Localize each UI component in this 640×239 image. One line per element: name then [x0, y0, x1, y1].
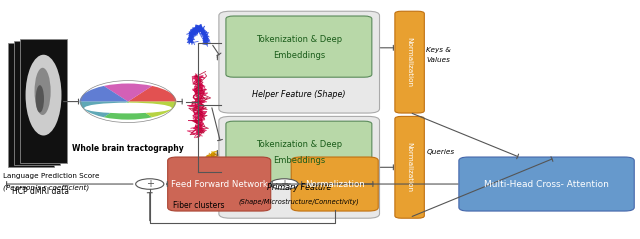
Wedge shape: [104, 83, 152, 102]
Ellipse shape: [35, 68, 51, 115]
Text: +: +: [146, 179, 154, 189]
Text: (Shape/Microstructure/Connectivity): (Shape/Microstructure/Connectivity): [239, 198, 360, 205]
Circle shape: [136, 179, 164, 189]
Circle shape: [270, 179, 298, 189]
Text: Multi-Head Cross- Attention: Multi-Head Cross- Attention: [484, 179, 609, 189]
Text: (Pearson’s r coefficient): (Pearson’s r coefficient): [3, 184, 90, 191]
Text: Normalization: Normalization: [406, 142, 413, 192]
Ellipse shape: [36, 85, 44, 113]
Text: Embeddings: Embeddings: [273, 51, 325, 60]
Text: Embeddings: Embeddings: [273, 156, 325, 165]
Text: Normalization: Normalization: [305, 179, 365, 189]
Wedge shape: [128, 86, 177, 102]
FancyBboxPatch shape: [395, 11, 424, 113]
Text: Tokenization & Deep: Tokenization & Deep: [256, 140, 342, 149]
Text: Tokenization & Deep: Tokenization & Deep: [256, 35, 342, 44]
Text: Queries: Queries: [426, 149, 454, 155]
Ellipse shape: [84, 103, 172, 114]
Bar: [14, 41, 60, 165]
Text: Normalization: Normalization: [406, 37, 413, 87]
Text: Values: Values: [426, 57, 450, 63]
FancyBboxPatch shape: [219, 11, 380, 113]
Wedge shape: [79, 102, 128, 117]
Text: +: +: [280, 179, 288, 189]
Bar: [8, 43, 54, 167]
Text: Whole brain tractography: Whole brain tractography: [72, 144, 184, 153]
Wedge shape: [104, 102, 152, 120]
Wedge shape: [128, 102, 177, 117]
FancyBboxPatch shape: [226, 16, 372, 77]
Ellipse shape: [26, 55, 61, 136]
Text: Fiber clusters: Fiber clusters: [173, 201, 224, 210]
Text: Primary Feature: Primary Feature: [267, 183, 332, 192]
FancyBboxPatch shape: [219, 116, 380, 218]
Text: Helper Feature (Shape): Helper Feature (Shape): [252, 90, 346, 99]
Text: Language Prediction Score: Language Prediction Score: [3, 173, 100, 179]
FancyBboxPatch shape: [291, 157, 378, 211]
FancyBboxPatch shape: [395, 116, 424, 218]
FancyBboxPatch shape: [459, 157, 634, 211]
Text: HCP dMRI data: HCP dMRI data: [12, 187, 69, 196]
Text: Keys &: Keys &: [426, 47, 451, 53]
FancyBboxPatch shape: [226, 121, 372, 182]
FancyBboxPatch shape: [168, 157, 271, 211]
Bar: [20, 39, 67, 163]
Text: Feed Forward Network: Feed Forward Network: [171, 179, 268, 189]
Wedge shape: [79, 86, 128, 102]
